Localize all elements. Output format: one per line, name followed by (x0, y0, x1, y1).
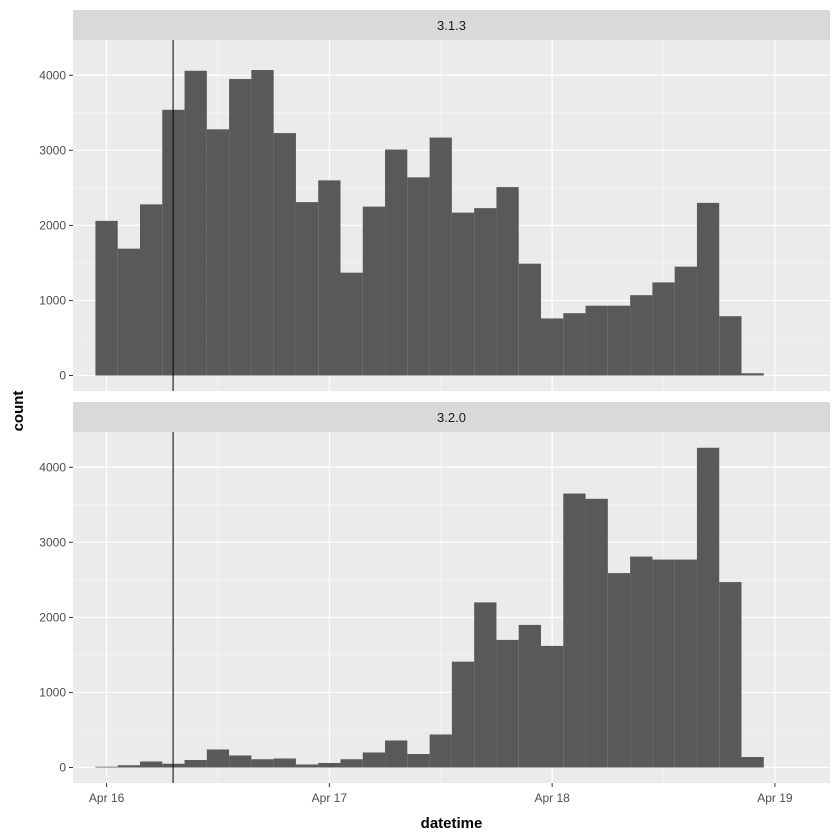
histogram-bar (607, 573, 631, 768)
histogram-bar (674, 266, 697, 376)
x-tick-label: Apr 17 (312, 791, 348, 805)
y-tick-label: 1000 (39, 293, 66, 307)
y-tick-label: 2000 (39, 218, 66, 232)
panel-1: 3.1.3 0 1000 2000 3000 4000 (39, 10, 830, 391)
histogram-bar (719, 582, 742, 768)
histogram-bar (273, 758, 296, 768)
histogram-bar (696, 447, 720, 768)
histogram-bar (652, 559, 675, 768)
histogram-bar (696, 202, 720, 376)
histogram-bar (184, 759, 207, 768)
histogram-bar (496, 639, 519, 768)
histogram-bar (585, 498, 608, 768)
histogram-bar (362, 206, 386, 376)
histogram-bar (518, 263, 542, 376)
histogram-bar (251, 759, 274, 768)
y-axis-title: count (10, 391, 27, 432)
histogram-bar (652, 282, 675, 376)
x-tick-label: Apr 18 (534, 791, 570, 805)
histogram-bar (541, 645, 564, 768)
histogram-bar (117, 765, 140, 768)
histogram-bar (206, 749, 230, 768)
histogram-bar (451, 661, 475, 768)
histogram-bar (563, 313, 586, 376)
histogram-bar (474, 208, 497, 376)
histogram-bar (385, 149, 408, 376)
histogram-bar (407, 753, 430, 768)
histogram-bar (518, 624, 542, 768)
facet-strip-label: 3.2.0 (437, 410, 466, 425)
facet-strip-label: 3.1.3 (437, 18, 466, 33)
histogram-bar (273, 133, 296, 376)
histogram-bar (184, 70, 207, 376)
histogram-bar (95, 220, 118, 376)
histogram-bar (139, 761, 163, 768)
x-tick-label: Apr 16 (89, 791, 125, 805)
histogram-bar (318, 180, 341, 376)
histogram-bar (206, 129, 230, 376)
histogram-bar (385, 740, 408, 768)
x-axis-title: datetime (421, 815, 483, 832)
y-tick-label: 0 (59, 369, 66, 383)
histogram-bar (630, 295, 653, 376)
histogram-bar (451, 212, 475, 376)
histogram-bar (340, 759, 363, 768)
histogram-bar (362, 752, 386, 768)
histogram-bar (541, 318, 564, 376)
y-tick-label: 0 (59, 761, 66, 775)
histogram-bar (630, 556, 653, 768)
histogram-bar (563, 493, 586, 768)
histogram-bar (117, 248, 140, 376)
histogram-bar (340, 272, 363, 376)
y-tick-label: 3000 (39, 535, 66, 549)
histogram-bar (229, 755, 252, 768)
histogram-bar (229, 79, 252, 376)
y-tick-label: 4000 (39, 68, 66, 82)
histogram-bar (407, 177, 430, 376)
histogram-bar (741, 373, 764, 376)
histogram-bar (95, 766, 118, 768)
histogram-bar (429, 137, 452, 376)
histogram-bar (295, 202, 319, 376)
histogram-bar (429, 734, 452, 768)
facet-strip (73, 10, 830, 40)
y-tick-label: 1000 (39, 685, 66, 699)
histogram-bar (496, 187, 519, 376)
histogram-bar (674, 559, 697, 768)
histogram-bar (474, 602, 497, 768)
histogram-bar (318, 762, 341, 768)
histogram-bar (585, 305, 608, 376)
histogram-bar (139, 204, 163, 376)
facet-strip (73, 402, 830, 432)
histogram-bar (741, 756, 764, 768)
x-tick-label: Apr 19 (757, 791, 793, 805)
histogram-bar (295, 764, 319, 768)
panel-2: 3.2.0 0 1000 2000 3000 4000 (39, 402, 830, 783)
y-tick-label: 4000 (39, 460, 66, 474)
histogram-bar (719, 316, 742, 376)
histogram-bar (607, 305, 631, 376)
histogram-bar (251, 70, 274, 376)
y-tick-label: 3000 (39, 143, 66, 157)
y-tick-label: 2000 (39, 610, 66, 624)
